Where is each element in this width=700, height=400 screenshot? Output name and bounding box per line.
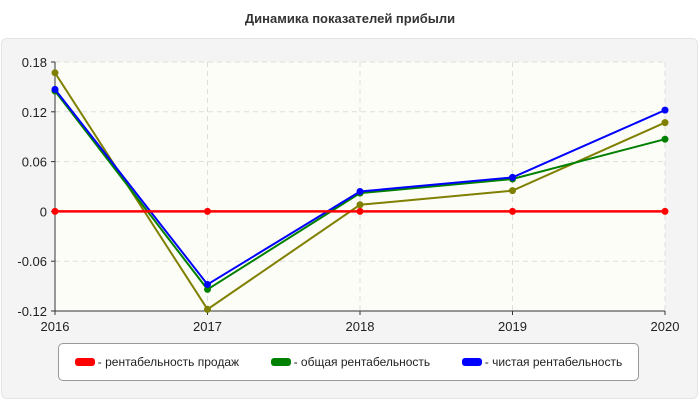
data-point: [204, 305, 211, 313]
legend-item-sales[interactable]: - рентабельность продаж: [74, 355, 240, 369]
data-point: [356, 187, 364, 195]
data-point: [204, 285, 211, 293]
x-tick-label: 2020: [651, 319, 680, 334]
legend-label: - рентабельность продаж: [97, 355, 240, 369]
data-point: [51, 85, 59, 93]
y-tick-label: -0.12: [17, 304, 47, 319]
legend-item-net[interactable]: - чистая рентабельность: [461, 355, 623, 369]
data-point: [509, 173, 516, 181]
data-point: [356, 207, 364, 215]
data-point: [51, 207, 59, 215]
data-point: [509, 187, 516, 195]
legend: - рентабельность продаж - общая рентабел…: [58, 343, 639, 381]
y-tick-label: 0.18: [22, 55, 47, 70]
x-tick-label: 2016: [41, 319, 70, 334]
legend-label: - общая рентабельность: [293, 355, 431, 369]
data-point: [509, 207, 516, 215]
data-point: [356, 201, 364, 209]
legend-label: - чистая рентабельность: [484, 355, 623, 369]
legend-swatch: [461, 358, 482, 366]
legend-swatch: [270, 358, 291, 366]
data-point: [204, 207, 211, 215]
data-point: [661, 135, 669, 143]
data-point: [661, 119, 669, 127]
x-tick-label: 2018: [346, 319, 375, 334]
data-point: [661, 207, 669, 215]
data-point: [51, 69, 59, 77]
y-tick-label: 0.12: [22, 105, 47, 120]
legend-item-total[interactable]: - общая рентабельность: [270, 355, 431, 369]
data-point: [204, 280, 211, 288]
chart-title: Динамика показателей прибыли: [244, 11, 456, 26]
data-point: [661, 106, 669, 114]
y-tick-label: 0.06: [22, 155, 47, 170]
y-tick-label: 0: [40, 204, 47, 219]
legend-swatch: [74, 358, 95, 366]
x-tick-label: 2017: [193, 319, 222, 334]
y-tick-label: -0.06: [17, 254, 47, 269]
x-tick-label: 2019: [498, 319, 527, 334]
